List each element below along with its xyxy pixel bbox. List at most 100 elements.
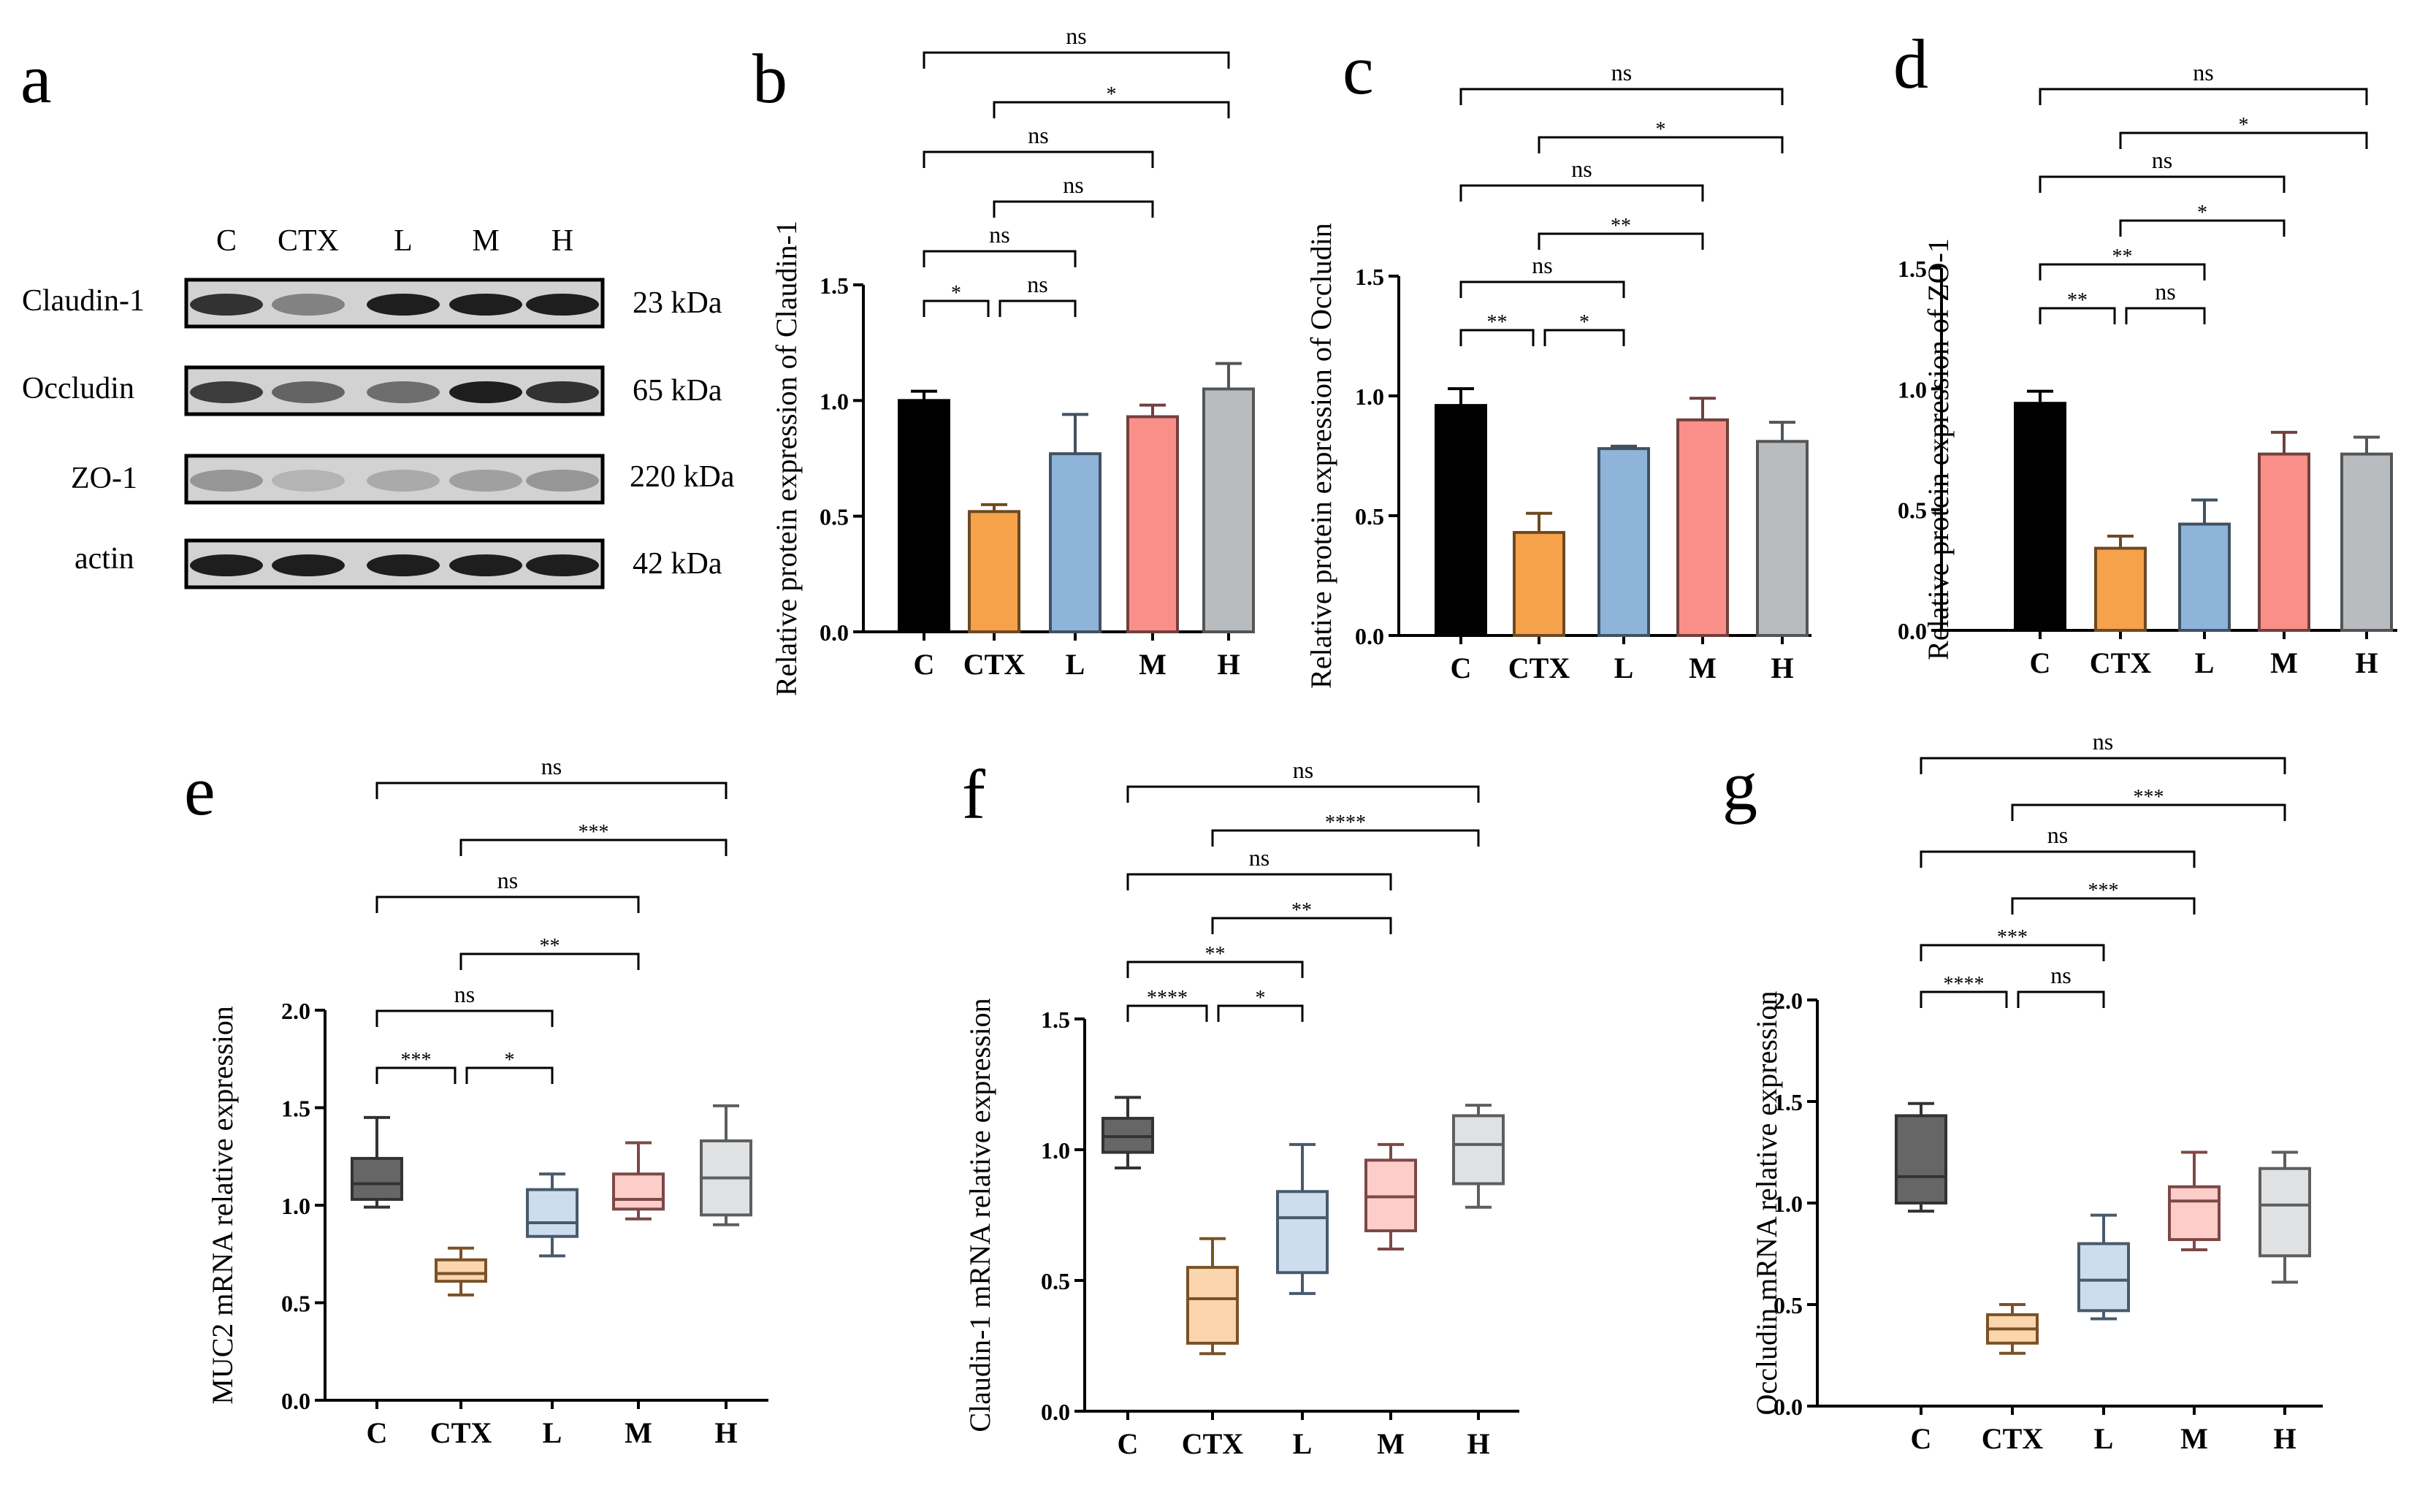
- blot-lane-label: L: [394, 224, 413, 258]
- blot-strip: [184, 454, 605, 505]
- y-tick-label: 0.5: [281, 1291, 310, 1317]
- y-axis-title: Relative protein expression of Claudin-1: [770, 221, 803, 696]
- significance-label: ns: [2047, 822, 2068, 848]
- blot-band: [367, 294, 440, 316]
- chart-c: 0.0 0.5 1.0 1.5 Relative protein expression …: [1305, 59, 1811, 689]
- blot-size-label: 23 kDa: [633, 286, 722, 320]
- blot-band: [367, 554, 440, 576]
- significance-bracket: [2011, 803, 2286, 821]
- x-tick-label: M: [2270, 646, 2298, 679]
- significance-bracket: [923, 51, 1230, 69]
- panel-label-e: e: [184, 752, 215, 830]
- y-tick-label: 0.5: [820, 504, 849, 530]
- x-tick-label: C: [1451, 652, 1472, 684]
- blot-lane-label: H: [551, 224, 573, 258]
- blot-protein-label: ZO-1: [71, 462, 137, 495]
- significance-label: ****: [1147, 987, 1188, 1009]
- box: [1186, 1266, 1239, 1345]
- significance-bracket: [2017, 990, 2105, 1008]
- significance-label: ns: [454, 981, 475, 1007]
- bar: [1676, 418, 1729, 637]
- significance-label: **: [1205, 943, 1226, 966]
- significance-label: ****: [1944, 973, 1985, 996]
- box: [612, 1172, 665, 1211]
- significance-label: ns: [1249, 844, 1269, 871]
- y-tick-label: 1.5: [1773, 1089, 1803, 1115]
- significance-bracket: [465, 1066, 554, 1084]
- y-tick-label: 1.0: [1355, 383, 1384, 410]
- significance-bracket: [1538, 136, 1784, 153]
- significance-label: ns: [989, 221, 1009, 248]
- blot-strip: [184, 278, 605, 329]
- charts: 0.0 0.5 1.0 1.5 Relative protein expression …: [206, 23, 2397, 1460]
- significance-bracket: [2039, 263, 2206, 280]
- significance-bracket: [999, 299, 1077, 317]
- significance-bracket: [2039, 307, 2116, 324]
- blot-band: [272, 554, 345, 576]
- significance-label: ns: [1293, 757, 1313, 783]
- blot-band: [526, 381, 599, 403]
- x-tick-label: M: [625, 1416, 652, 1449]
- y-tick-label: 2.0: [281, 998, 310, 1024]
- blot-band: [190, 294, 263, 316]
- blot-band: [272, 470, 345, 492]
- blot-band: [449, 381, 522, 403]
- significance-bracket: [1211, 917, 1392, 934]
- y-tick-label: 0.0: [281, 1388, 310, 1414]
- significance-label: *: [505, 1049, 515, 1072]
- x-tick-label: CTX: [1508, 652, 1570, 684]
- bar: [1049, 452, 1101, 634]
- significance-label: ns: [1571, 156, 1592, 182]
- significance-bracket: [1459, 88, 1784, 105]
- bar: [2094, 546, 2147, 632]
- significance-bracket: [1211, 829, 1480, 847]
- significance-label: ns: [1027, 271, 1047, 297]
- bar: [2340, 452, 2393, 633]
- bar: [2258, 452, 2310, 633]
- box: [1895, 1114, 1947, 1204]
- box: [2168, 1185, 2221, 1242]
- significance-label: ns: [1611, 59, 1632, 85]
- x-tick-label: C: [2030, 646, 2051, 679]
- panel-label-f: f: [962, 755, 985, 833]
- significance-bracket: [1126, 785, 1480, 803]
- significance-bracket: [1459, 280, 1625, 298]
- blot-band: [449, 470, 522, 492]
- blot-strip: [184, 365, 605, 416]
- x-tick-label: CTX: [1982, 1422, 2044, 1455]
- y-tick-label: 1.0: [820, 388, 849, 414]
- y-tick-label: 1.0: [1041, 1137, 1070, 1164]
- y-tick-label: 0.5: [1773, 1292, 1803, 1318]
- significance-label: **: [1487, 311, 1508, 334]
- blot-band: [449, 554, 522, 576]
- x-tick-label: L: [543, 1416, 562, 1449]
- y-tick-label: 1.5: [820, 272, 849, 299]
- blot-band: [190, 470, 263, 492]
- bar: [1513, 530, 1565, 638]
- x-tick-label: H: [1467, 1427, 1489, 1460]
- significance-bracket: [2119, 131, 2368, 149]
- x-tick-label: M: [2180, 1422, 2208, 1455]
- significance-label: ns: [497, 867, 518, 893]
- significance-bracket: [375, 1066, 457, 1084]
- x-tick-label: L: [2195, 646, 2215, 679]
- x-tick-label: CTX: [430, 1416, 492, 1449]
- significance-label: *: [2197, 202, 2207, 224]
- x-tick-label: H: [2273, 1422, 2296, 1455]
- chart-b: 0.0 0.5 1.0 1.5 Relative protein expression …: [770, 23, 1255, 696]
- blot-band: [190, 381, 263, 403]
- panel-label-g: g: [1722, 747, 1757, 825]
- significance-label: ns: [2093, 728, 2113, 755]
- blot-band: [367, 470, 440, 492]
- significance-label: *: [951, 282, 961, 305]
- x-tick-label: C: [914, 648, 935, 681]
- y-axis-title: Relative protein expression of Occludin: [1305, 223, 1337, 689]
- blot-band: [272, 381, 345, 403]
- blot-band: [272, 294, 345, 316]
- x-tick-label: C: [1911, 1422, 1932, 1455]
- significance-bracket: [923, 299, 990, 317]
- blot-band: [190, 554, 263, 576]
- significance-bracket: [1920, 990, 2008, 1008]
